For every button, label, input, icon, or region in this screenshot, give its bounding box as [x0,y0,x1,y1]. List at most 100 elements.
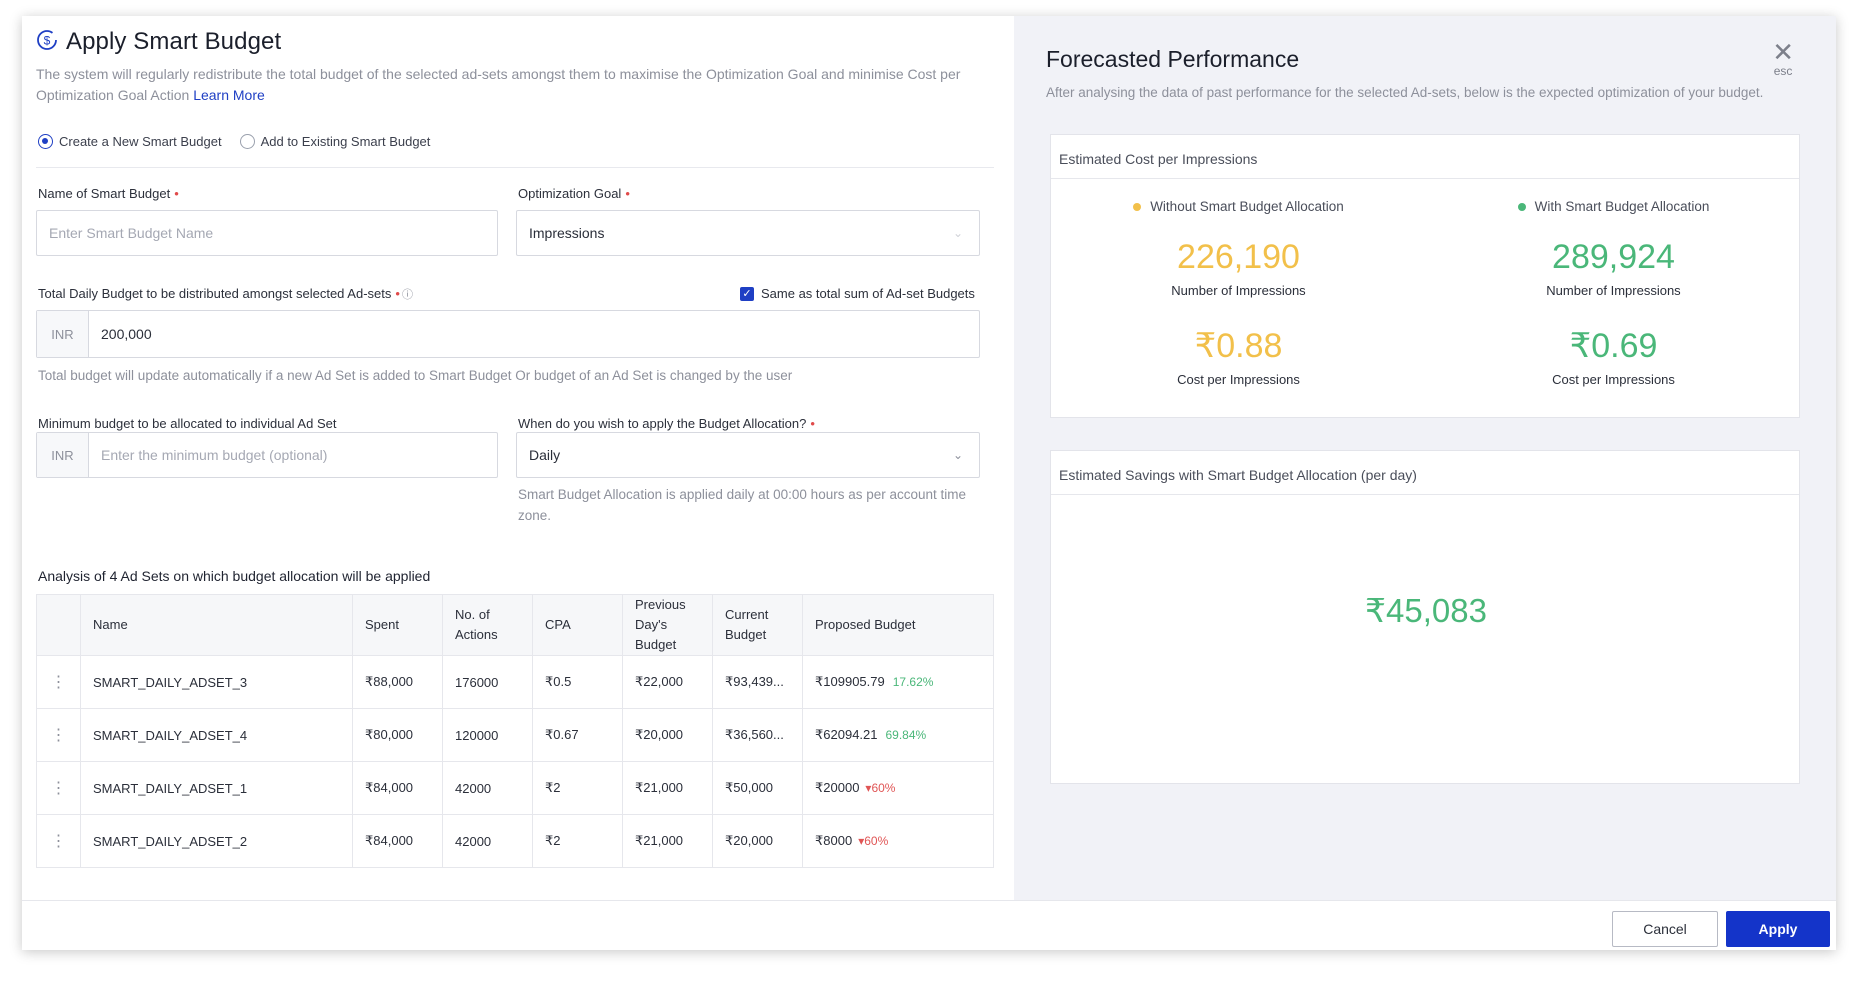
daily-budget-label: Total Daily Budget to be distributed amo… [38,286,413,302]
change-up: 17.62% [892,675,934,689]
cell-current: ₹20,000 [712,814,803,868]
chevron-down-icon: ⌄ [953,448,964,462]
cell-proposed: ₹62094.21 69.84% [802,708,994,762]
cell-name: SMART_DAILY_ADSET_3 [80,655,353,709]
svg-text:$: $ [44,33,51,47]
modal-subtitle: The system will regularly redistribute t… [36,64,996,106]
cpi-with: ₹0.69 [1569,327,1658,365]
row-menu-icon[interactable]: ⋮ [36,655,81,709]
required-marker: • [174,186,179,201]
header-name: Name [80,594,353,656]
change-down-value: 60% [871,781,896,795]
allocation-frequency-select[interactable]: Daily ⌄ [516,432,980,478]
apply-button[interactable]: Apply [1726,911,1830,947]
legend-with: With Smart Budget Allocation [1426,199,1801,214]
min-budget-label: Minimum budget to be allocated to indivi… [38,416,337,431]
cell-actions: 176000 [442,655,533,709]
proposed-value: ₹62094.21 [815,727,878,742]
cell-spent: ₹80,000 [352,708,443,762]
estimated-savings-card: Estimated Savings with Smart Budget Allo… [1050,450,1800,784]
optimization-goal-select[interactable]: Impressions ⌄ [516,210,980,256]
savings-value: ₹45,083 [1365,592,1487,629]
proposed-value: ₹20000 [815,780,860,795]
cell-spent: ₹88,000 [352,655,443,709]
card-title: Estimated Cost per Impressions [1051,135,1799,179]
esc-hint: esc [1773,64,1793,78]
cell-proposed: ₹109905.79 17.62% [802,655,994,709]
checkbox-checked-icon: ✓ [740,286,754,301]
table-header-row: Name Spent No. of Actions CPA Previous D… [36,594,994,656]
cell-prev: ₹21,000 [622,761,713,815]
budget-coin-icon: $ [36,29,58,56]
change-up: 69.84% [885,728,927,742]
impressions-with: 289,924 [1552,238,1675,276]
cell-current: ₹50,000 [712,761,803,815]
cell-spent: ₹84,000 [352,814,443,868]
radio-add-existing[interactable]: Add to Existing Smart Budget [239,134,430,149]
required-marker: • [810,416,815,431]
cpi-without: ₹0.88 [1194,327,1283,365]
cancel-button[interactable]: Cancel [1612,911,1718,947]
cell-name: SMART_DAILY_ADSET_2 [80,814,353,868]
cell-current: ₹93,439... [712,655,803,709]
header-cpa: CPA [532,594,623,656]
daily-budget-help: Total budget will update automatically i… [38,368,793,383]
header-actions: No. of Actions [442,594,533,656]
learn-more-link[interactable]: Learn More [193,87,265,103]
left-panel: $ Apply Smart Budget The system will reg… [22,16,1014,900]
legend-dot-yellow [1133,202,1142,211]
smart-budget-name-input[interactable]: Enter Smart Budget Name [36,210,498,256]
cell-name: SMART_DAILY_ADSET_1 [80,761,353,815]
radio-create-new[interactable]: Create a New Smart Budget [38,134,222,149]
forecast-title: Forecasted Performance [1046,46,1300,72]
ad-sets-table: Name Spent No. of Actions CPA Previous D… [36,594,994,868]
row-menu-icon[interactable]: ⋮ [36,814,81,868]
name-placeholder: Enter Smart Budget Name [49,225,214,241]
min-budget-input[interactable]: INR Enter the minimum budget (optional) [36,432,498,478]
table-row: ⋮ SMART_DAILY_ADSET_4 ₹80,000 120000 ₹0.… [36,708,994,762]
budget-mode-radios: Create a New Smart Budget Add to Existin… [38,134,430,149]
change-down: ▾60% [865,781,895,795]
table-row: ⋮ SMART_DAILY_ADSET_3 ₹88,000 176000 ₹0.… [36,655,994,709]
impressions-label: Number of Impressions [1546,283,1681,298]
cell-prev: ₹21,000 [622,814,713,868]
same-as-label: Same as total sum of Ad-set Budgets [761,286,975,301]
analysis-title: Analysis of 4 Ad Sets on which budget al… [38,568,431,584]
caret-down-icon: ▾ [865,781,872,795]
goal-label-text: Optimization Goal [518,186,622,201]
close-button[interactable]: ✕ esc [1772,39,1794,78]
smart-budget-modal: $ Apply Smart Budget The system will reg… [22,16,1836,950]
change-down: ▾60% [858,834,888,848]
cell-proposed: ₹20000 ▾60% [802,761,994,815]
cell-cpa: ₹0.67 [532,708,623,762]
info-icon[interactable]: ⓘ [401,289,413,301]
daily-budget-input[interactable]: INR 200,000 [36,310,980,358]
forecast-subtitle: After analysing the data of past perform… [1046,85,1764,100]
cell-actions: 42000 [442,814,533,868]
cell-cpa: ₹2 [532,761,623,815]
same-as-total-checkbox[interactable]: ✓ Same as total sum of Ad-set Budgets [740,286,975,301]
legend-with-label: With Smart Budget Allocation [1534,199,1710,214]
card-title: Estimated Savings with Smart Budget Allo… [1051,451,1799,495]
min-budget-placeholder: Enter the minimum budget (optional) [101,447,328,463]
header-prev-budget: Previous Day's Budget [622,594,713,656]
required-marker: • [395,286,400,301]
impressions-without: 226,190 [1177,238,1300,276]
radio-checked-icon [38,134,53,149]
proposed-value: ₹8000 [815,833,853,848]
row-menu-icon[interactable]: ⋮ [36,761,81,815]
goal-value: Impressions [529,225,605,241]
row-menu-icon[interactable]: ⋮ [36,708,81,762]
cell-actions: 120000 [442,708,533,762]
when-label: When do you wish to apply the Budget All… [518,416,815,431]
legend-without-label: Without Smart Budget Allocation [1150,199,1344,214]
radio-create-label: Create a New Smart Budget [59,134,222,149]
caret-down-icon: ▾ [858,834,865,848]
cell-current: ₹36,560... [712,708,803,762]
header-spent: Spent [352,594,443,656]
without-column: Without Smart Budget Allocation 226,190 … [1051,199,1426,387]
subtitle-text: The system will regularly redistribute t… [36,66,961,103]
title-row: $ Apply Smart Budget [36,28,281,56]
name-label-text: Name of Smart Budget [38,186,171,201]
cost-per-impressions-card: Estimated Cost per Impressions Without S… [1050,134,1800,418]
